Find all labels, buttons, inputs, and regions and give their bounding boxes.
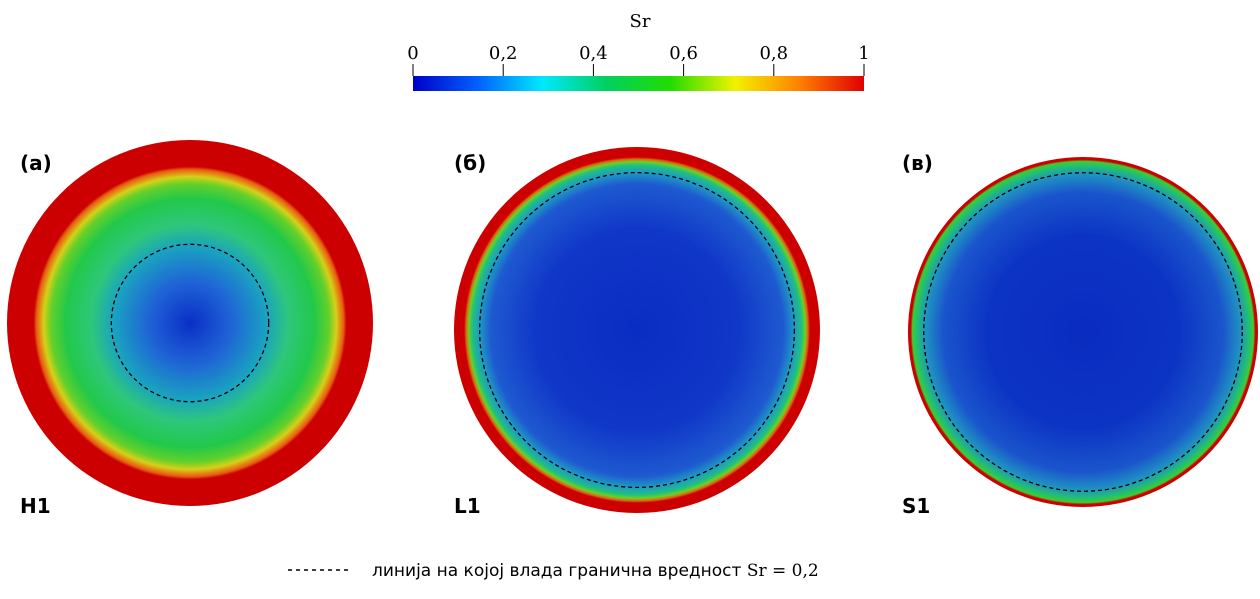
panel-name-label: S1 <box>902 494 930 518</box>
threshold-dashed-circle <box>923 172 1243 492</box>
threshold-dashed-circle <box>478 171 796 489</box>
colorbar-tick-label: 0,8 <box>759 43 788 64</box>
colorbar-tick-label: 1 <box>858 43 869 64</box>
panel-s1: (в) S1 <box>902 151 1258 518</box>
contour-disc <box>908 157 1258 507</box>
colorbar-gradient <box>413 76 864 91</box>
panel-name-label: H1 <box>20 494 51 518</box>
panel-letter-label: (б) <box>454 151 486 175</box>
colorbar-tick-label: 0,6 <box>669 43 698 64</box>
panel-name-label: L1 <box>454 494 481 518</box>
colorbar-tick-label: 0,4 <box>579 43 608 64</box>
panel-h1: (а) H1 <box>7 140 373 518</box>
contour-disc <box>7 140 373 506</box>
colorbar-tick-label: 0 <box>407 43 418 64</box>
panel-letter-label: (а) <box>20 151 52 175</box>
panel-letter-label: (в) <box>902 151 933 175</box>
colorbar-ticks: 0 0,2 0,4 0,6 0,8 1 <box>407 43 870 76</box>
colorbar: Sr 0 0,2 0,4 0,6 0,8 1 <box>407 11 870 91</box>
panel-l1: (б) L1 <box>454 147 820 518</box>
threshold-dashed-circle <box>110 243 270 403</box>
legend-math: Sr = 0,2 <box>747 561 819 581</box>
contour-disc <box>454 147 820 513</box>
colorbar-title: Sr <box>630 11 651 32</box>
colorbar-tick-label: 0,2 <box>489 43 518 64</box>
legend: линија на којој влада гранична вредност … <box>288 561 819 581</box>
legend-label: линија на којој влада гранична вредност <box>372 561 747 581</box>
panels: (а) H1 (б) L1 (в) S1 <box>7 140 1258 518</box>
legend-text: линија на којој влада гранична вредност … <box>372 561 819 581</box>
